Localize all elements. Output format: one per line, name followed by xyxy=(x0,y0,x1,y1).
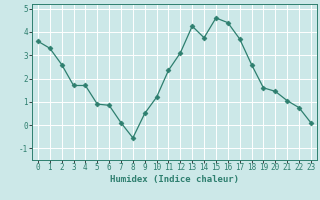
X-axis label: Humidex (Indice chaleur): Humidex (Indice chaleur) xyxy=(110,175,239,184)
